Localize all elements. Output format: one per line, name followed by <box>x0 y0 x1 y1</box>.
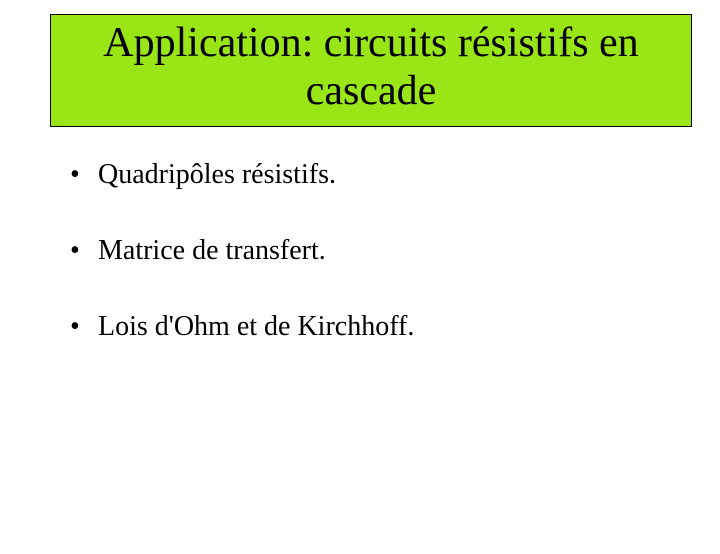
list-item: Quadripôles résistifs. <box>70 159 720 191</box>
bullet-list: Quadripôles résistifs. Matrice de transf… <box>70 159 720 343</box>
slide-title: Application: circuits résistifs en casca… <box>61 19 681 116</box>
slide-container: Application: circuits résistifs en casca… <box>0 14 720 554</box>
title-box: Application: circuits résistifs en casca… <box>50 14 692 127</box>
list-item: Lois d'Ohm et de Kirchhoff. <box>70 311 720 343</box>
list-item: Matrice de transfert. <box>70 235 720 267</box>
